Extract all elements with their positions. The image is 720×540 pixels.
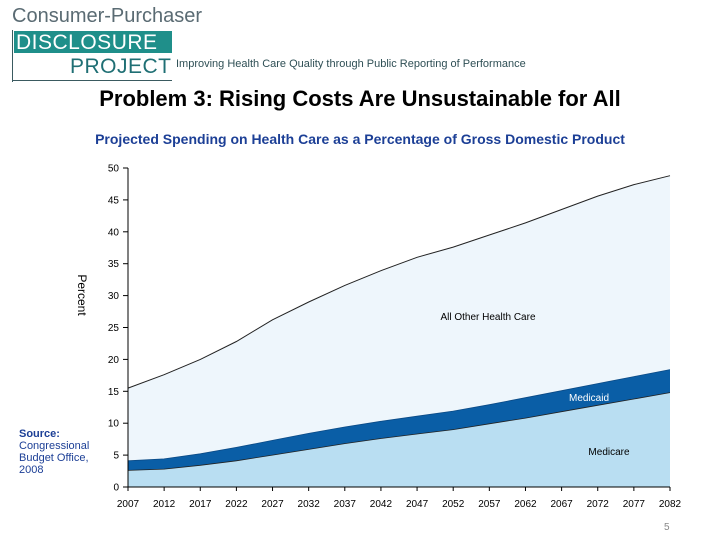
y-axis-label: Percent [75,274,89,316]
brand-rule-horizontal [12,80,172,81]
source-label: Source: [19,428,60,440]
y-tick-label: 25 [108,323,120,334]
series-label-medicaid: Medicaid [569,393,609,404]
line-medicare [127,392,671,471]
x-tick-label: 2052 [442,499,465,510]
brand-disclosure: DISCLOSURE [16,31,158,54]
brand-bar [14,31,172,53]
brand-name: Consumer-Purchaser [12,5,203,27]
line-all-other [127,175,671,389]
slide-title: Problem 3: Rising Costs Are Unsustainabl… [99,86,621,111]
x-tick-label: 2022 [225,499,248,510]
x-tick-label: 2007 [117,499,140,510]
x-tick-label: 2012 [153,499,176,510]
x-tick-label: 2082 [659,499,682,510]
y-tick-label: 30 [108,291,120,302]
brand-project: PROJECT [70,55,172,78]
y-tick-label: 10 [108,419,120,430]
source-text: Congressional Budget Office, 2008 [19,440,90,476]
line-medicaid [127,369,671,462]
y-tick-label: 35 [108,259,120,270]
x-tick-label: 2062 [514,499,537,510]
x-tick-label: 2072 [587,499,610,510]
source-note: Source: Congressional Budget Office, 200… [19,428,109,476]
y-tick-label: 45 [108,195,120,206]
x-tick-label: 2027 [261,499,284,510]
area-medicare [128,392,670,487]
area-all-other [128,175,670,461]
y-tick-label: 50 [108,164,120,175]
x-tick-label: 2077 [623,499,646,510]
header: Consumer-Purchaser DISCLOSURE PROJECT Im… [0,0,720,86]
brand-tagline: Improving Health Care Quality through Pu… [176,58,526,70]
series-label-all-other: All Other Health Care [440,312,535,323]
x-tick-label: 2017 [189,499,212,510]
x-tick-label: 2037 [334,499,357,510]
y-tick-label: 20 [108,355,120,366]
y-tick-label: 0 [113,483,119,494]
y-tick-label: 40 [108,227,120,238]
y-tick-label: 15 [108,387,120,398]
brand-rule-vertical [12,30,13,82]
x-tick-label: 2057 [478,499,501,510]
x-tick-label: 2047 [406,499,429,510]
page-number: 5 [664,522,670,533]
x-tick-label: 2042 [370,499,393,510]
x-tick-label: 2032 [298,499,321,510]
chart-title: Projected Spending on Health Care as a P… [95,131,625,147]
area-medicaid [128,369,670,471]
y-tick-label: 5 [113,451,119,462]
x-tick-label: 2067 [550,499,573,510]
series-label-medicare: Medicare [588,447,630,458]
